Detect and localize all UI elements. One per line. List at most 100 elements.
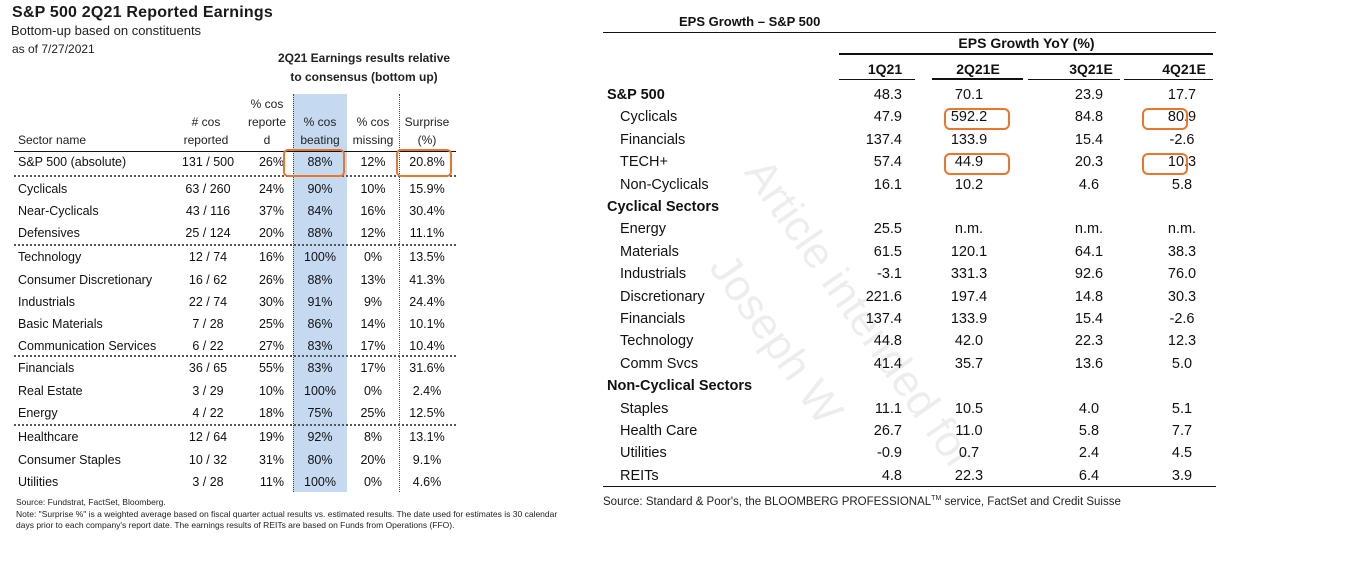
sector-name: Consumer Staples bbox=[18, 453, 121, 467]
col-header-reported: # cos reported bbox=[170, 113, 242, 149]
sector-name: Energy bbox=[18, 406, 58, 420]
col-header-sector: Sector name bbox=[18, 133, 87, 147]
pct-missing: 9% bbox=[363, 295, 383, 309]
group-header-line2: to consensus (bottom up) bbox=[290, 70, 438, 84]
pct-beating: 83% bbox=[307, 361, 333, 375]
pct-reported: 26% bbox=[258, 273, 284, 287]
pct-reported: 26% bbox=[258, 155, 284, 169]
eps-value-4q21e: 5.0 bbox=[1171, 355, 1193, 372]
pct-missing: 0% bbox=[363, 475, 383, 489]
eps-growth-group-header: EPS Growth YoY (%) bbox=[958, 35, 1095, 51]
surprise-pct: 2.4% bbox=[412, 384, 442, 398]
pct-missing: 16% bbox=[360, 204, 386, 218]
eps-value-1q21: 44.8 bbox=[873, 333, 902, 350]
left-note-line2: days prior to each company's report date… bbox=[16, 520, 455, 530]
reported-count: 12 / 74 bbox=[188, 250, 228, 264]
sector-row: Staples 11.1 10.5 4.0 5.1 bbox=[600, 399, 1220, 421]
reported-count: 16 / 62 bbox=[188, 273, 228, 287]
col-header-pct-reported: % cos reporte d bbox=[242, 95, 292, 149]
sector-row: Energy 25.5 n.m. n.m. n.m. bbox=[600, 219, 1220, 241]
beating-highlight-box bbox=[283, 149, 345, 177]
reported-count: 25 / 124 bbox=[185, 226, 231, 240]
reported-earnings-panel: S&P 500 2Q21 Reported Earnings Bottom-up… bbox=[0, 0, 557, 561]
reported-count: 4 / 22 bbox=[192, 406, 224, 420]
col-header-1q21: 1Q21 bbox=[867, 61, 903, 77]
column-divider bbox=[293, 94, 294, 492]
surprise-pct: 13.1% bbox=[409, 430, 445, 444]
sector-name: Utilities bbox=[620, 445, 667, 462]
reported-count: 22 / 74 bbox=[188, 295, 228, 309]
sector-name: Industrials bbox=[18, 295, 75, 309]
pct-reported: 24% bbox=[258, 182, 284, 196]
col-header-text: % cos bbox=[303, 115, 337, 129]
eps-value-3q21e: 4.6 bbox=[1078, 176, 1100, 193]
pct-beating: 100% bbox=[304, 475, 336, 489]
pct-reported: 37% bbox=[258, 204, 284, 218]
eps-value-2q21e: 11.0 bbox=[955, 423, 983, 439]
sector-row: Near-Cyclicals 43 / 116 37% 84% 16% 30.4% bbox=[14, 201, 456, 223]
sector-name: Technology bbox=[18, 250, 82, 264]
eps-value-4q21e: 80.9 bbox=[1167, 109, 1197, 126]
sector-row: Financials 137.4 133.9 15.4 -2.6 bbox=[600, 309, 1220, 331]
sector-name: Health Care bbox=[620, 423, 698, 439]
sector-name: TECH+ bbox=[620, 154, 668, 171]
pct-missing: 13% bbox=[360, 273, 386, 287]
sector-row: Health Care 26.7 11.0 5.8 7.7 bbox=[600, 421, 1220, 443]
sector-row: S&P 500 (absolute) 131 / 500 26% 88% 12% 20.8… bbox=[14, 152, 456, 174]
pct-beating: 88% bbox=[307, 273, 333, 287]
pct-reported: 25% bbox=[258, 317, 284, 331]
surprise-pct: 11.1% bbox=[409, 226, 445, 240]
eps-value-3q21e: 15.4 bbox=[1074, 131, 1104, 148]
eps-value-1q21: 48.3 bbox=[873, 87, 902, 103]
eps-value-2q21e: 10.2 bbox=[954, 176, 984, 193]
eps-value-3q21e: 92.6 bbox=[1074, 266, 1104, 283]
pct-reported: 16% bbox=[258, 250, 284, 264]
pct-reported: 55% bbox=[258, 361, 284, 375]
eps-value-4q21e: 38.3 bbox=[1167, 243, 1197, 260]
col-header-3q21e: 3Q21E bbox=[1069, 61, 1113, 77]
sector-name: Non-Cyclicals bbox=[620, 176, 709, 193]
sector-name: Financials bbox=[620, 131, 686, 148]
sector-name: Basic Materials bbox=[18, 317, 103, 331]
eps-value-3q21e: 6.4 bbox=[1078, 467, 1100, 484]
sector-name: Industrials bbox=[620, 266, 687, 283]
group-separator bbox=[14, 355, 456, 357]
eps-value-1q21: 57.4 bbox=[873, 154, 902, 171]
eps-value-4q21e: 5.8 bbox=[1171, 176, 1193, 193]
reported-count: 12 / 64 bbox=[188, 430, 228, 444]
sector-name: Consumer Discretionary bbox=[18, 273, 153, 287]
highlight-box bbox=[944, 108, 1010, 131]
group-header-rule bbox=[839, 53, 1213, 55]
pct-reported: 27% bbox=[258, 339, 284, 353]
eps-value-2q21e: 44.9 bbox=[954, 154, 984, 171]
group-separator bbox=[14, 175, 456, 177]
sector-row: Cyclicals 47.9 592.2 84.8 80.9 bbox=[600, 107, 1220, 129]
eps-value-2q21e: 133.9 bbox=[950, 311, 988, 327]
sector-row: Consumer Discretionary 16 / 62 26% 88% 13% 41… bbox=[14, 270, 456, 292]
eps-value-4q21e: 12.3 bbox=[1167, 333, 1197, 350]
sector-name: Staples bbox=[620, 400, 669, 417]
sector-row: Industrials 22 / 74 30% 91% 9% 24.4% bbox=[14, 292, 456, 314]
pct-missing: 20% bbox=[360, 453, 386, 467]
sector-name: Cyclicals bbox=[18, 182, 68, 196]
eps-value-3q21e: 13.6 bbox=[1074, 355, 1104, 372]
eps-value-3q21e: 64.1 bbox=[1074, 243, 1104, 260]
eps-value-2q21e: 331.3 bbox=[950, 266, 988, 283]
eps-growth-title: EPS Growth – S&P 500 bbox=[679, 14, 821, 29]
sector-name: Comm Svcs bbox=[620, 355, 699, 372]
col-rule bbox=[932, 78, 1023, 80]
eps-value-3q21e: 5.8 bbox=[1078, 423, 1100, 439]
source-suffix: service, FactSet and Credit Suisse bbox=[941, 495, 1121, 508]
sector-name: Communication Services bbox=[18, 339, 157, 353]
column-divider bbox=[399, 94, 400, 492]
pct-beating: 80% bbox=[307, 453, 333, 467]
pct-reported: 30% bbox=[258, 295, 284, 309]
surprise-pct: 13.5% bbox=[409, 250, 445, 264]
pct-reported: 11% bbox=[259, 475, 284, 489]
eps-value-1q21: -3.1 bbox=[877, 266, 902, 283]
pct-beating: 88% bbox=[307, 155, 333, 169]
header-rule bbox=[14, 151, 456, 152]
eps-value-1q21: -0.9 bbox=[877, 445, 902, 462]
pct-beating: 100% bbox=[304, 250, 336, 264]
col-header-text: Surprise bbox=[404, 115, 450, 129]
